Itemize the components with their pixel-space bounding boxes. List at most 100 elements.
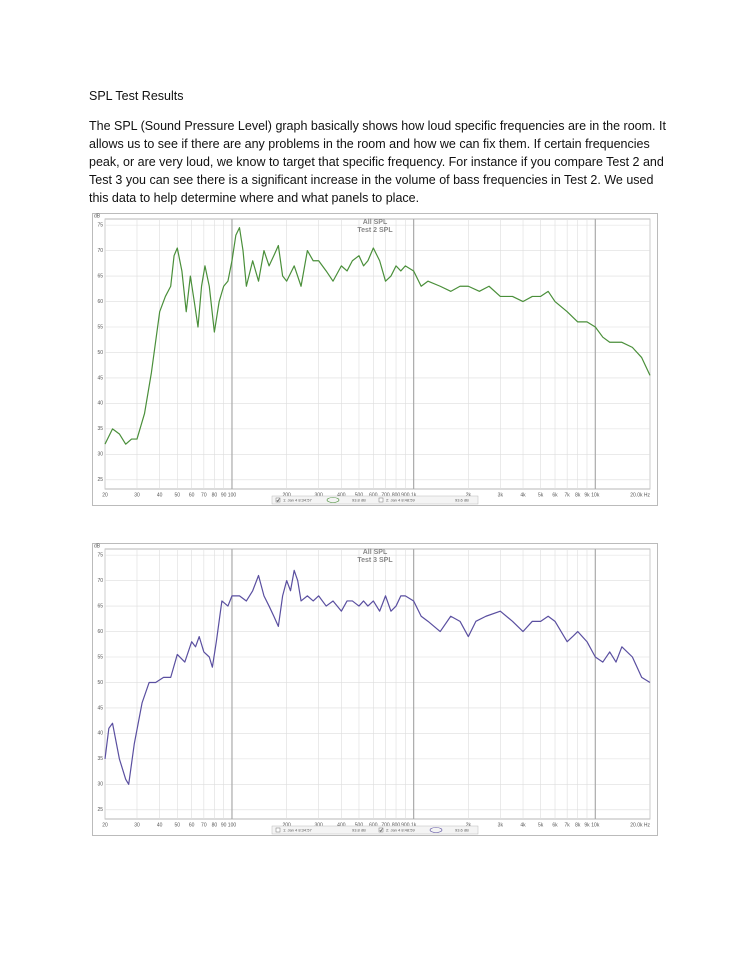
x-tick-label: 500 <box>355 822 364 828</box>
x-tick-label: 3k <box>498 492 504 498</box>
x-tick-label: 40 <box>157 822 163 828</box>
y-axis-label: dB <box>94 543 101 549</box>
x-tick-label: 80 <box>212 492 218 498</box>
x-tick-label: 700 <box>381 822 390 828</box>
y-tick-label: 70 <box>97 578 103 584</box>
y-tick-label: 75 <box>97 552 103 558</box>
legend-level: 93.6 dB <box>455 827 469 832</box>
x-tick-label: 70 <box>201 492 207 498</box>
chart-subtitle: Test 2 SPL <box>357 227 393 234</box>
legend-level: 93.6 dB <box>455 497 469 502</box>
x-tick-label: 100 <box>228 822 237 828</box>
x-tick-label: 7k <box>565 492 571 498</box>
y-tick-label: 50 <box>97 680 103 686</box>
y-tick-label: 45 <box>97 375 103 381</box>
legend-box <box>271 825 479 835</box>
x-tick-label: 20.0k Hz <box>630 822 650 828</box>
legend-checkbox <box>378 497 384 503</box>
x-tick-label: 60 <box>189 492 195 498</box>
y-tick-label: 25 <box>97 807 103 813</box>
y-tick-label: 35 <box>97 426 103 432</box>
y-tick-label: 75 <box>97 222 103 228</box>
legend-box <box>271 495 479 505</box>
x-tick-label: 90 <box>221 822 227 828</box>
y-tick-label: 45 <box>97 705 103 711</box>
y-tick-label: 55 <box>97 324 103 330</box>
x-tick-label: 70 <box>201 822 207 828</box>
legend: 1: Jan 4 8:34:57 93.8 dB 2: Jan 4 8:48:59 9… <box>271 495 479 505</box>
legend: 1: Jan 4 8:34:57 93.8 dB 2: Jan 4 8:48:59 9… <box>271 825 479 835</box>
x-tick-label: 900 <box>401 492 410 498</box>
y-tick-label: 65 <box>97 603 103 609</box>
x-tick-label: 9k <box>584 492 590 498</box>
x-tick-label: 500 <box>355 492 364 498</box>
x-tick-label: 40 <box>157 492 163 498</box>
legend-checkbox <box>275 497 281 503</box>
x-tick-label: 6k <box>552 822 558 828</box>
y-axis-label: dB <box>94 213 101 219</box>
x-tick-label: 10k <box>591 492 600 498</box>
x-tick-label: 2k <box>466 492 472 498</box>
legend-level: 93.8 dB <box>352 497 366 502</box>
legend-label: 2: Jan 4 8:48:59 <box>386 497 415 502</box>
x-tick-label: 8k <box>575 492 581 498</box>
legend-check <box>379 828 383 832</box>
x-tick-label: 3k <box>498 822 504 828</box>
chart-subtitle: Test 3 SPL <box>357 557 393 564</box>
y-tick-label: 30 <box>97 782 103 788</box>
x-tick-label: 60 <box>189 822 195 828</box>
x-tick-label: 800 <box>392 492 401 498</box>
x-tick-label: 20 <box>102 492 108 498</box>
chart-title: All SPL <box>363 549 388 556</box>
plot-area <box>104 548 651 820</box>
x-tick-label: 800 <box>392 822 401 828</box>
y-tick-label: 60 <box>97 629 103 635</box>
y-tick-label: 60 <box>97 299 103 305</box>
y-tick-label: 25 <box>97 477 103 483</box>
spl-line <box>104 569 651 785</box>
x-tick-label: 200 <box>282 822 291 828</box>
x-tick-label: 700 <box>381 492 390 498</box>
x-tick-label: 8k <box>575 822 581 828</box>
y-tick-label: 50 <box>97 350 103 356</box>
y-tick-label: 70 <box>97 248 103 254</box>
x-tick-label: 100 <box>228 492 237 498</box>
x-tick-label: 6k <box>552 492 558 498</box>
spl-line <box>104 227 651 445</box>
x-tick-label: 400 <box>337 492 346 498</box>
x-tick-label: 2k <box>466 822 472 828</box>
x-tick-label: 9k <box>584 822 590 828</box>
x-tick-label: 5k <box>538 492 544 498</box>
legend-swatch <box>429 827 443 833</box>
x-tick-label: 80 <box>212 822 218 828</box>
x-tick-label: 30 <box>134 822 140 828</box>
plot-area <box>104 218 651 490</box>
x-tick-label: 4k <box>520 492 526 498</box>
y-tick-label: 35 <box>97 756 103 762</box>
y-tick-label: 55 <box>97 654 103 660</box>
x-tick-label: 400 <box>337 822 346 828</box>
legend-check <box>276 498 280 502</box>
x-tick-label: 30 <box>134 492 140 498</box>
x-tick-label: 20 <box>102 822 108 828</box>
y-tick-label: 65 <box>97 273 103 279</box>
x-tick-label: 600 <box>369 492 378 498</box>
x-tick-label: 5k <box>538 822 544 828</box>
x-tick-label: 1k <box>411 822 417 828</box>
legend-label: 1: Jan 4 8:34:57 <box>283 497 312 502</box>
x-tick-label: 10k <box>591 822 600 828</box>
legend-label: 2: Jan 4 8:48:59 <box>386 827 415 832</box>
x-tick-label: 4k <box>520 822 526 828</box>
legend-level: 93.8 dB <box>352 827 366 832</box>
legend-checkbox <box>275 827 281 833</box>
y-tick-label: 40 <box>97 401 103 407</box>
x-tick-label: 90 <box>221 492 227 498</box>
paragraph: The SPL (Sound Pressure Level) graph bas… <box>89 119 666 205</box>
legend-swatch <box>326 497 340 503</box>
x-tick-label: 20.0k Hz <box>630 492 650 498</box>
x-tick-label: 900 <box>401 822 410 828</box>
chart-title: All SPL <box>363 219 388 226</box>
